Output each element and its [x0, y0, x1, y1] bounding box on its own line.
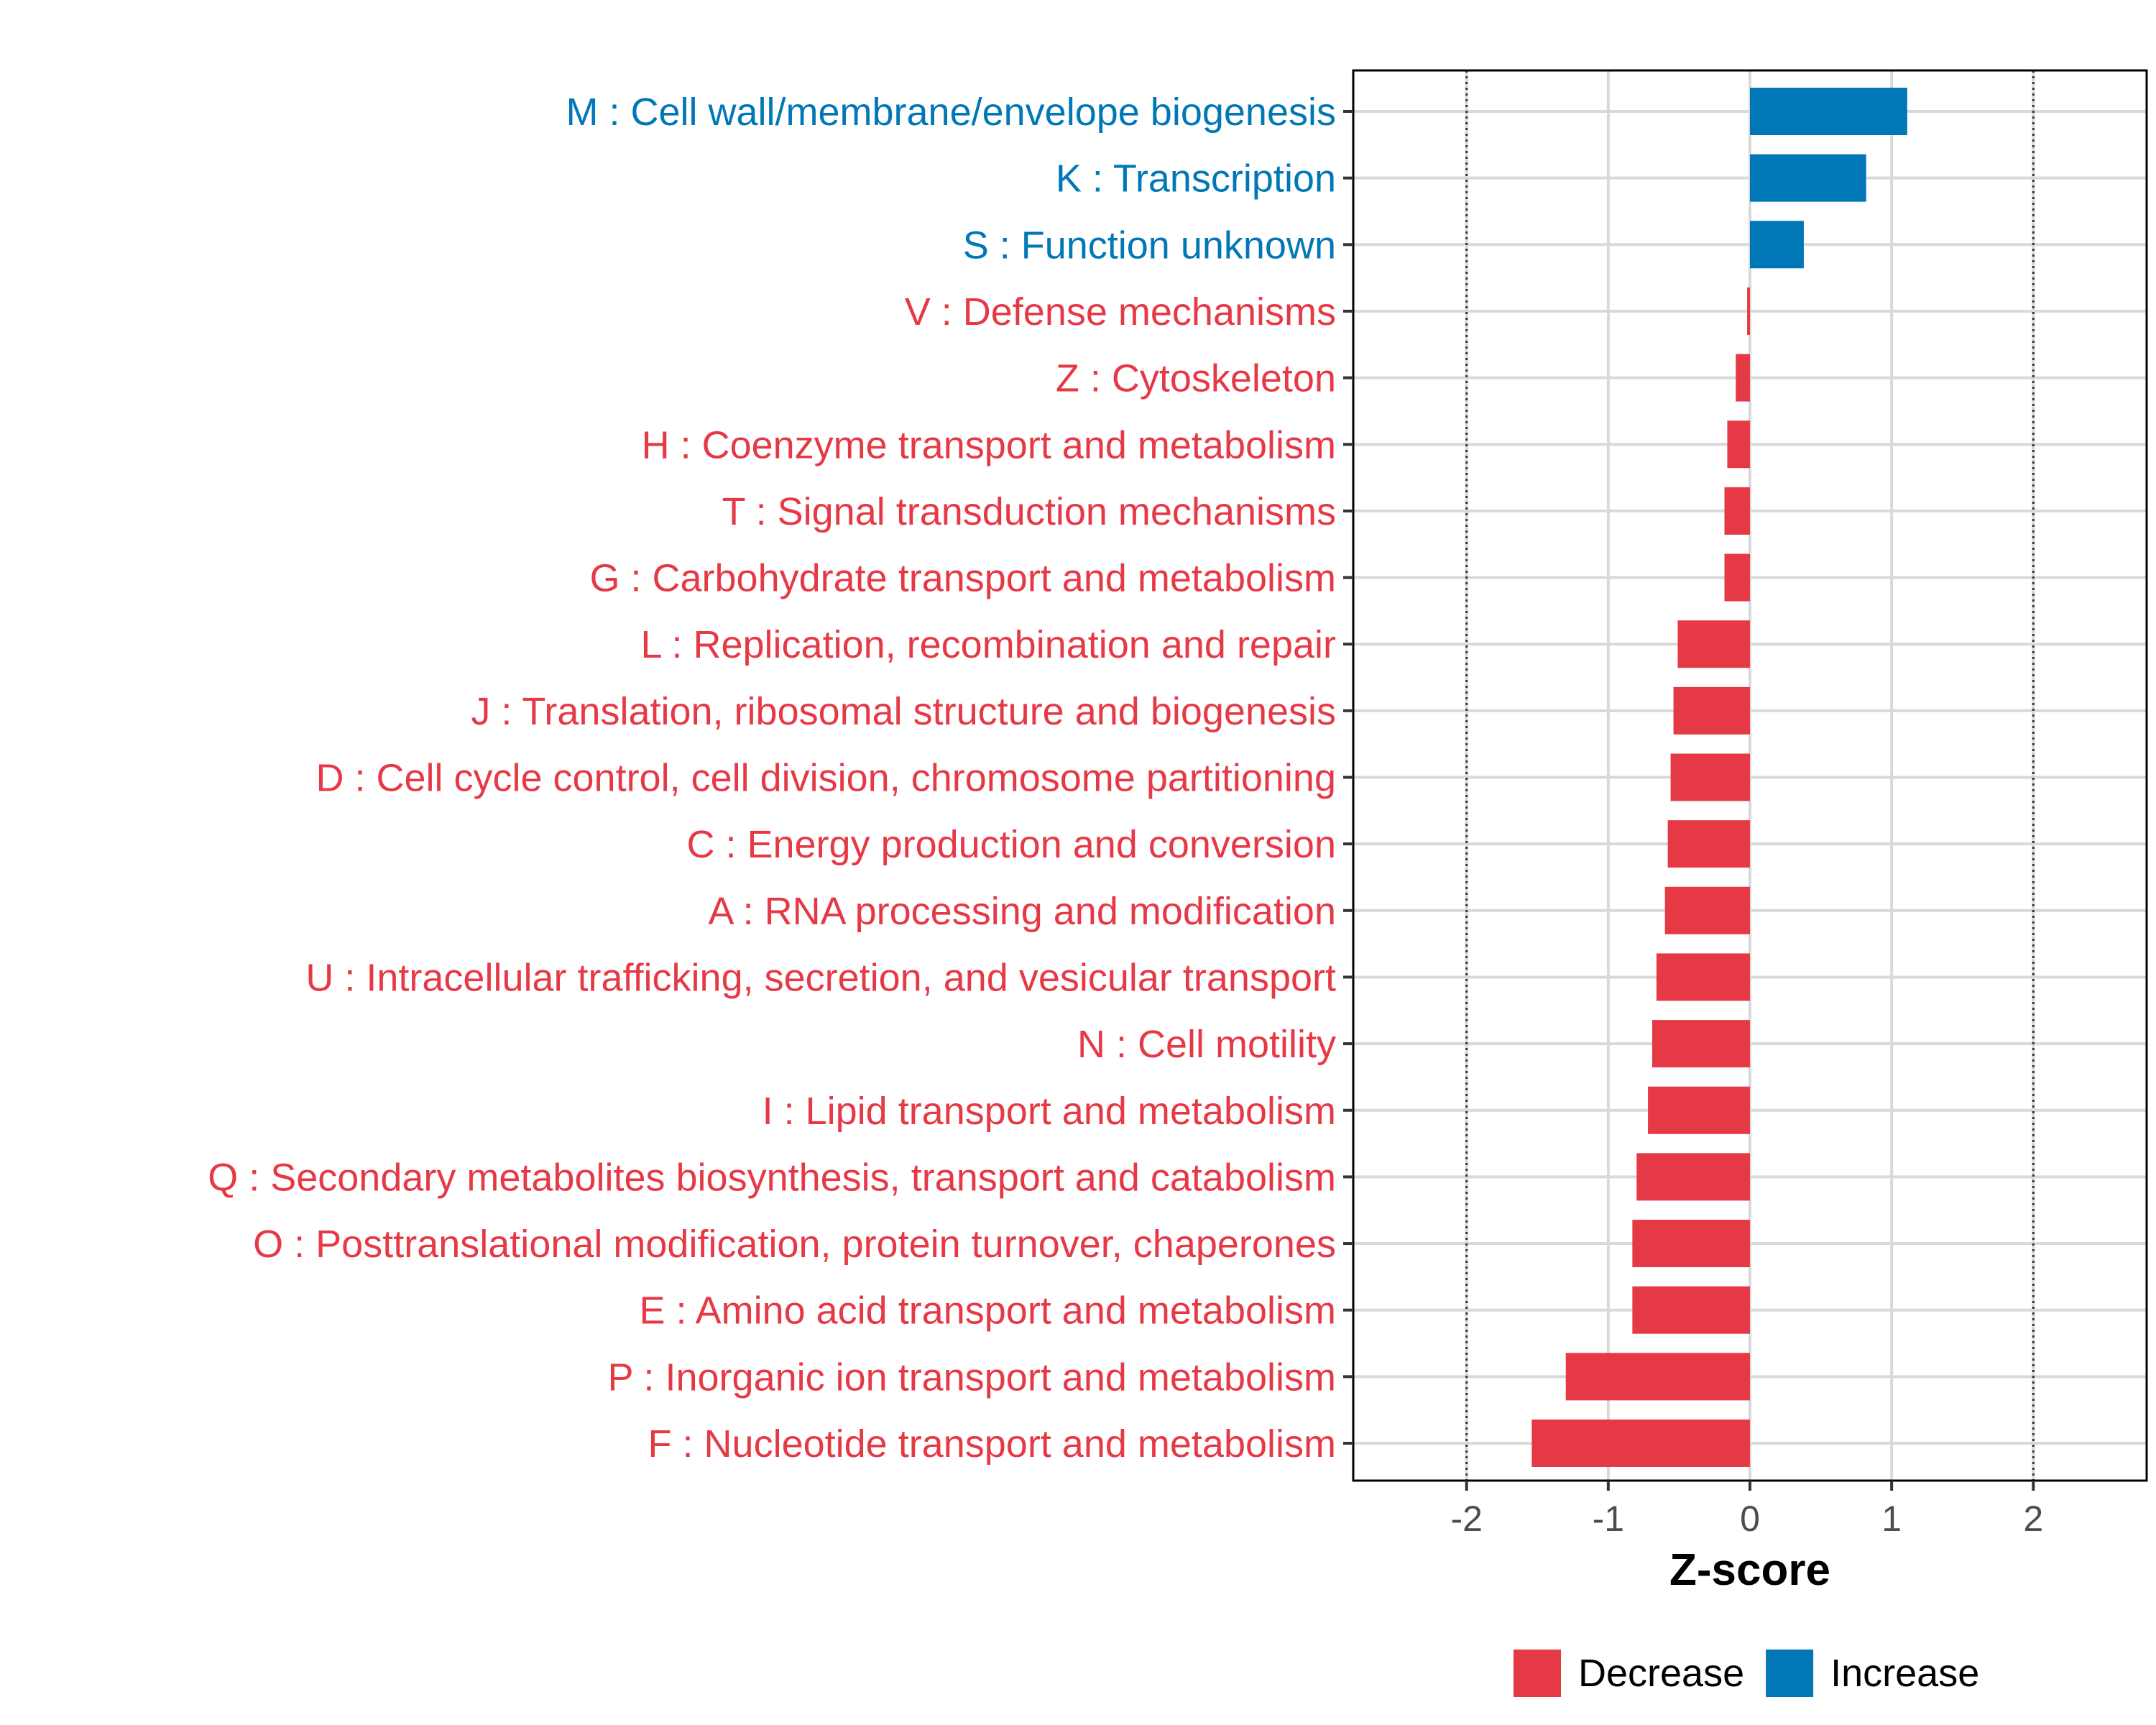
bar	[1664, 886, 1750, 934]
y-tick-label: I : Lipid transport and metabolism	[763, 1090, 1336, 1133]
bar	[1747, 287, 1750, 335]
bar	[1632, 1220, 1750, 1268]
bar	[1724, 553, 1750, 602]
legend: Decrease Increase	[1514, 1650, 1979, 1697]
y-tick-label: H : Coenzyme transport and metabolism	[642, 423, 1336, 466]
bar-layer	[1531, 88, 1907, 1467]
y-tick-label: F : Nucleotide transport and metabolism	[648, 1422, 1336, 1466]
x-tick-label: 2	[2023, 1499, 2043, 1539]
legend-label: Increase	[1830, 1652, 1979, 1695]
legend-key	[1766, 1650, 1814, 1697]
bar	[1636, 1153, 1750, 1201]
y-tick-label: K : Transcription	[1056, 157, 1336, 201]
legend-label: Decrease	[1578, 1652, 1744, 1695]
x-tick-label: -2	[1450, 1499, 1482, 1539]
x-tick-label: -1	[1593, 1499, 1624, 1539]
y-tick-label: P : Inorganic ion transport and metaboli…	[607, 1356, 1336, 1399]
legend-key	[1514, 1650, 1561, 1697]
bar	[1736, 354, 1750, 402]
y-tick-label: C : Energy production and conversion	[686, 823, 1336, 866]
bar	[1724, 487, 1750, 535]
y-tick-label: D : Cell cycle control, cell division, c…	[315, 757, 1336, 800]
x-axis-label: Z-score	[1669, 1545, 1830, 1595]
bar	[1677, 620, 1750, 668]
y-axis: M : Cell wall/membrane/envelope biogenes…	[208, 91, 1353, 1466]
bar	[1565, 1353, 1750, 1401]
x-axis: -2 -1 0 1 2	[1450, 1481, 2043, 1539]
x-tick-label: 0	[1740, 1499, 1760, 1539]
bar	[1750, 88, 1907, 135]
bar	[1651, 1020, 1750, 1068]
y-tick-label: T : Signal transduction mechanisms	[722, 490, 1336, 533]
y-tick-label: O : Posttranslational modification, prot…	[253, 1223, 1336, 1266]
y-tick-label: G : Carbohydrate transport and metabolis…	[590, 557, 1337, 600]
bar	[1632, 1286, 1750, 1334]
y-tick-label: J : Translation, ribosomal structure and…	[471, 690, 1336, 733]
bar	[1750, 221, 1804, 269]
bar	[1727, 420, 1750, 469]
y-tick-label: Q : Secondary metabolites biosynthesis, …	[208, 1156, 1336, 1199]
y-tick-label: L : Replication, recombination and repai…	[640, 623, 1336, 666]
y-tick-label: N : Cell motility	[1077, 1023, 1336, 1066]
y-tick-label: M : Cell wall/membrane/envelope biogenes…	[566, 91, 1336, 134]
y-tick-label: U : Intracellular trafficking, secretion…	[305, 956, 1336, 999]
bar	[1673, 686, 1750, 735]
bar	[1531, 1420, 1750, 1467]
bar	[1667, 820, 1750, 868]
y-tick-label: S : Function unknown	[963, 224, 1336, 267]
bar	[1656, 953, 1750, 1001]
bar	[1648, 1086, 1750, 1134]
y-tick-label: Z : Cytoskeleton	[1056, 357, 1336, 400]
y-tick-label: V : Defense mechanisms	[905, 290, 1336, 334]
bar	[1750, 154, 1866, 202]
y-tick-label: E : Amino acid transport and metabolism	[640, 1289, 1336, 1333]
y-tick-label: A : RNA processing and modification	[709, 890, 1336, 933]
bar	[1670, 753, 1750, 801]
x-tick-label: 1	[1881, 1499, 1902, 1539]
